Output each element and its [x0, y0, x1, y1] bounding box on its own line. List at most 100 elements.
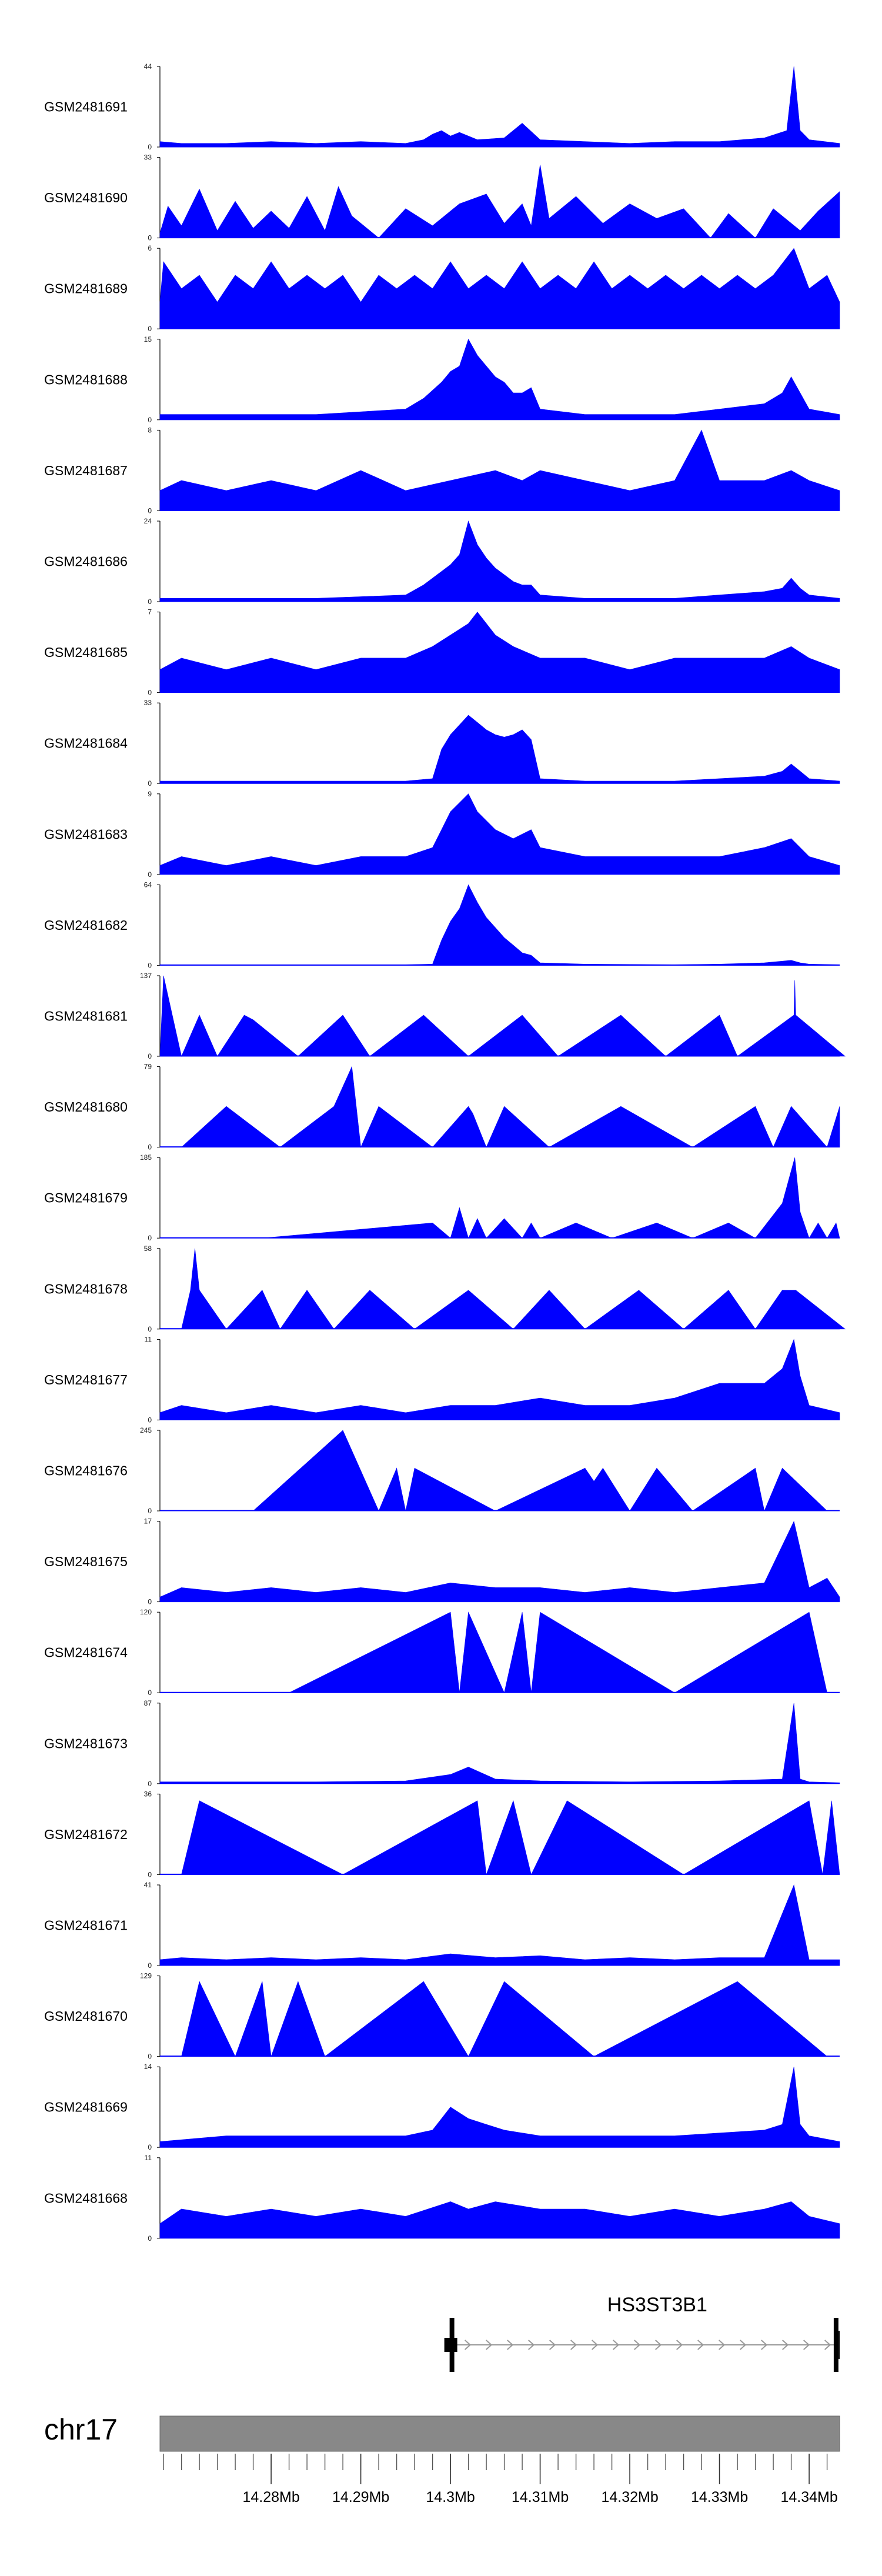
y-axis-max-label: 87: [144, 1699, 152, 1707]
track-gsm2481671: GSM2481671 41 0: [44, 1881, 840, 1970]
strand-arrow-icon: [549, 2340, 556, 2350]
y-axis-min-label: 0: [148, 2143, 152, 2151]
track-gsm2481689: GSM2481689 6 0: [44, 244, 840, 333]
y-axis-min-label: 0: [148, 1689, 152, 1697]
track-label: GSM2481681: [44, 1009, 128, 1024]
y-axis-min-label: 0: [148, 1325, 152, 1333]
track-gsm2481682: GSM2481682 64 0: [44, 880, 840, 969]
strand-arrow-icon: [655, 2340, 662, 2350]
track-label: GSM2481687: [44, 463, 128, 478]
track-gsm2481681: GSM2481681 137 0: [44, 972, 846, 1060]
signal-area: [160, 1430, 840, 1512]
y-axis-min-label: 0: [148, 598, 152, 606]
y-axis-max-label: 33: [144, 699, 152, 707]
strand-arrow-icon: [507, 2340, 514, 2350]
track-gsm2481686: GSM2481686 24 0: [44, 517, 840, 606]
track-label: GSM2481685: [44, 645, 128, 660]
track-gsm2481668: GSM2481668 11 0: [44, 2154, 840, 2243]
track-gsm2481678: GSM2481678 58 0: [44, 1244, 846, 1333]
signal-area: [160, 1800, 840, 1876]
signal-area: [159, 975, 846, 1057]
y-axis-min-label: 0: [148, 870, 152, 879]
tick-label: 14.31Mb: [512, 2489, 569, 2505]
y-axis-max-label: 41: [144, 1881, 152, 1889]
y-axis-max-label: 6: [148, 244, 152, 252]
track-gsm2481670: GSM2481670 129 0: [44, 1972, 840, 2061]
y-axis-min-label: 0: [148, 961, 152, 969]
track-gsm2481669: GSM2481669 14 0: [44, 2063, 840, 2151]
track-gsm2481690: GSM2481690 33 0: [44, 154, 840, 242]
strand-arrow-icon: [592, 2340, 599, 2350]
track-label: GSM2481682: [44, 917, 128, 933]
track-label: GSM2481673: [44, 1736, 128, 1751]
track-label: GSM2481669: [44, 2100, 128, 2115]
track-label: GSM2481668: [44, 2190, 128, 2205]
y-axis-max-label: 11: [145, 1335, 152, 1343]
y-axis-max-label: 17: [144, 1517, 152, 1526]
y-axis-max-label: 36: [144, 1790, 152, 1798]
y-axis-min-label: 0: [148, 325, 152, 333]
chromosome-ideogram: [159, 2415, 840, 2452]
signal-area: [160, 1248, 846, 1330]
track-label: GSM2481678: [44, 1281, 128, 1296]
track-gsm2481684: GSM2481684 33 0: [44, 699, 840, 788]
signal-area: [159, 884, 840, 966]
y-axis-min-label: 0: [148, 234, 152, 242]
strand-arrow-icon: [782, 2340, 789, 2350]
track-gsm2481674: GSM2481674 120 0: [44, 1608, 840, 1697]
y-axis-min-label: 0: [148, 689, 152, 697]
track-gsm2481672: GSM2481672 36 0: [44, 1790, 840, 1878]
track-label: GSM2481674: [44, 1645, 128, 1660]
track-gsm2481691: GSM2481691 44 0: [44, 62, 840, 151]
signal-area: [159, 1520, 840, 1602]
track-gsm2481680: GSM2481680 79 0: [44, 1063, 840, 1152]
strand-arrow-icon: [824, 2340, 831, 2350]
y-axis-max-label: 120: [140, 1608, 152, 1616]
strand-arrow-icon: [803, 2340, 810, 2350]
y-axis-max-label: 9: [148, 790, 152, 798]
signal-area: [160, 1611, 840, 1694]
track-label: GSM2481679: [44, 1190, 128, 1206]
y-axis-max-label: 245: [140, 1426, 152, 1434]
strand-arrow-icon: [719, 2340, 726, 2350]
track-label: GSM2481691: [44, 99, 128, 115]
tick-label: 14.32Mb: [601, 2489, 658, 2505]
y-axis-max-label: 64: [144, 880, 152, 889]
track-gsm2481685: GSM2481685 7 0: [44, 608, 840, 697]
y-axis-min-label: 0: [148, 779, 152, 788]
strand-arrow-icon: [697, 2340, 704, 2350]
signal-area: [159, 520, 840, 602]
signal-area: [160, 1981, 840, 2057]
track-gsm2481688: GSM2481688 15 0: [44, 335, 840, 424]
signal-area: [159, 339, 840, 421]
track-label: GSM2481690: [44, 190, 128, 205]
signal-area: [159, 612, 840, 693]
track-label: GSM2481676: [44, 1463, 128, 1479]
y-axis-min-label: 0: [148, 1780, 152, 1788]
signal-area: [160, 1157, 840, 1239]
y-axis-min-label: 0: [148, 143, 152, 151]
strand-arrow-icon: [486, 2340, 493, 2350]
strand-arrow-icon: [613, 2340, 620, 2350]
signal-area: [159, 2067, 840, 2148]
y-axis-min-label: 0: [148, 1598, 152, 1606]
signal-area: [159, 66, 840, 148]
track-label: GSM2481689: [44, 281, 128, 296]
chromosome-label: chr17: [44, 2413, 118, 2446]
y-axis-max-label: 7: [148, 608, 152, 616]
track-gsm2481673: GSM2481673 87 0: [44, 1699, 840, 1788]
y-axis-max-label: 137: [140, 972, 152, 980]
signal-area: [159, 429, 840, 511]
y-axis-min-label: 0: [148, 1143, 152, 1152]
y-axis-max-label: 58: [144, 1244, 152, 1253]
track-label: GSM2481683: [44, 826, 128, 842]
signal-area: [159, 248, 840, 329]
track-label: GSM2481680: [44, 1099, 128, 1115]
y-axis-min-label: 0: [148, 1052, 152, 1060]
y-axis-max-label: 14: [144, 2063, 152, 2071]
signal-area: [159, 2201, 840, 2239]
signal-area: [160, 1066, 840, 1148]
track-gsm2481676: GSM2481676 245 0: [44, 1426, 840, 1515]
strand-arrow-icon: [570, 2340, 577, 2350]
